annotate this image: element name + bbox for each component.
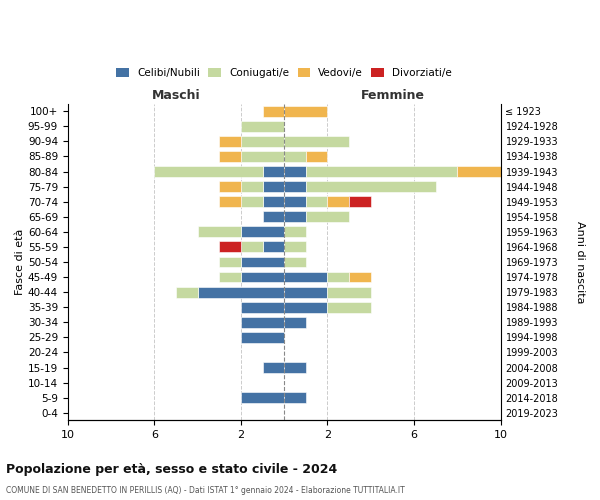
Bar bbox=[328, 286, 371, 298]
Bar bbox=[284, 362, 306, 373]
Text: Maschi: Maschi bbox=[152, 89, 200, 102]
Bar bbox=[263, 212, 284, 222]
Bar bbox=[241, 256, 284, 268]
Y-axis label: Fasce di età: Fasce di età bbox=[15, 229, 25, 295]
Bar bbox=[284, 212, 306, 222]
Bar bbox=[219, 136, 241, 147]
Bar bbox=[219, 181, 241, 192]
Bar bbox=[176, 286, 197, 298]
Bar bbox=[284, 151, 306, 162]
Bar bbox=[241, 226, 284, 237]
Bar bbox=[349, 272, 371, 282]
Text: Popolazione per età, sesso e stato civile - 2024: Popolazione per età, sesso e stato civil… bbox=[6, 463, 337, 476]
Bar bbox=[241, 272, 284, 282]
Bar bbox=[284, 392, 306, 403]
Bar bbox=[241, 196, 263, 207]
Bar bbox=[457, 166, 500, 177]
Bar bbox=[197, 226, 241, 237]
Bar bbox=[263, 242, 284, 252]
Bar bbox=[284, 136, 349, 147]
Bar bbox=[219, 151, 241, 162]
Bar bbox=[241, 136, 284, 147]
Bar bbox=[284, 196, 306, 207]
Bar bbox=[241, 317, 284, 328]
Bar bbox=[284, 272, 328, 282]
Bar bbox=[284, 181, 306, 192]
Y-axis label: Anni di nascita: Anni di nascita bbox=[575, 220, 585, 303]
Bar bbox=[306, 212, 349, 222]
Bar bbox=[263, 181, 284, 192]
Bar bbox=[284, 317, 306, 328]
Bar bbox=[306, 151, 328, 162]
Bar bbox=[154, 166, 263, 177]
Bar bbox=[284, 242, 306, 252]
Bar bbox=[241, 181, 263, 192]
Bar bbox=[284, 226, 306, 237]
Bar bbox=[197, 286, 284, 298]
Bar bbox=[219, 242, 241, 252]
Bar bbox=[284, 286, 328, 298]
Bar bbox=[328, 302, 371, 312]
Bar bbox=[241, 121, 284, 132]
Legend: Celibi/Nubili, Coniugati/e, Vedovi/e, Divorziati/e: Celibi/Nubili, Coniugati/e, Vedovi/e, Di… bbox=[113, 64, 455, 81]
Bar bbox=[241, 332, 284, 343]
Bar bbox=[263, 362, 284, 373]
Bar bbox=[284, 106, 328, 117]
Bar bbox=[284, 302, 328, 312]
Bar bbox=[263, 196, 284, 207]
Bar bbox=[349, 196, 371, 207]
Text: COMUNE DI SAN BENEDETTO IN PERILLIS (AQ) - Dati ISTAT 1° gennaio 2024 - Elaboraz: COMUNE DI SAN BENEDETTO IN PERILLIS (AQ)… bbox=[6, 486, 405, 495]
Bar bbox=[263, 106, 284, 117]
Bar bbox=[219, 196, 241, 207]
Bar bbox=[284, 166, 306, 177]
Bar bbox=[219, 256, 241, 268]
Bar bbox=[241, 302, 284, 312]
Bar bbox=[241, 242, 263, 252]
Bar bbox=[284, 256, 306, 268]
Bar bbox=[263, 166, 284, 177]
Bar bbox=[306, 181, 436, 192]
Bar bbox=[306, 196, 328, 207]
Bar bbox=[328, 196, 349, 207]
Bar bbox=[241, 151, 284, 162]
Text: Femmine: Femmine bbox=[361, 89, 424, 102]
Bar bbox=[306, 166, 457, 177]
Bar bbox=[241, 392, 284, 403]
Bar bbox=[328, 272, 349, 282]
Bar bbox=[219, 272, 241, 282]
